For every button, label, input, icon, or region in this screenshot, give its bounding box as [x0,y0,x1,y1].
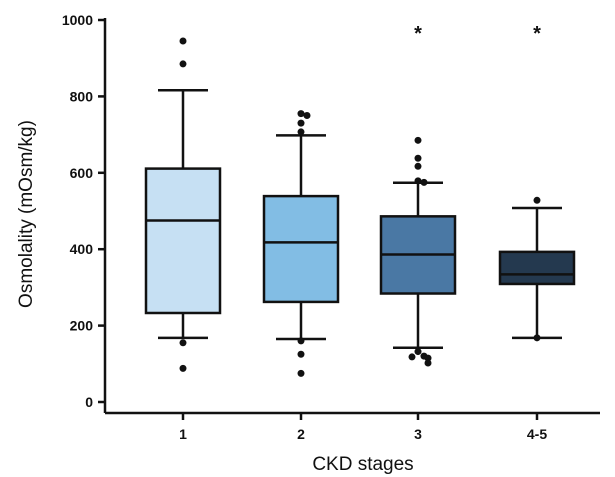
outlier-point [297,119,305,127]
outlier-point [303,112,311,119]
significance-marker: * [414,23,422,45]
y-tick-label: 0 [85,394,93,410]
box-group-4-5: * [498,23,576,342]
iqr-box [498,250,576,286]
outlier-point [297,369,305,377]
outlier-point [179,37,187,45]
y-tick-label: 400 [70,241,94,257]
significance-marker: * [533,23,541,45]
outlier-point [297,337,305,345]
outlier-point [424,359,432,367]
x-tick-label: 4-5 [527,426,547,442]
outlier-point [414,136,422,144]
x-tick-label: 3 [414,426,422,442]
outlier-point [420,178,428,186]
box-group-3: * [379,23,457,367]
y-axis: 0 200 400 600 800 1000 [62,12,107,413]
iqr-box [144,167,222,315]
iqr-box [262,194,340,304]
x-axis: 1 2 3 4-5 [105,411,600,442]
outlier-point [179,364,187,372]
x-tick-label: 1 [179,426,187,442]
box-group-2 [262,110,340,377]
box-group-1 [144,37,222,372]
outlier-point [297,350,305,358]
outlier-point [414,154,422,162]
x-tick-label: 2 [297,426,305,442]
outlier-point [414,177,422,185]
outlier-point [414,348,422,356]
y-tick-label: 600 [70,165,94,181]
outlier-point [408,353,416,361]
outlier-point [533,196,541,204]
outlier-point [297,128,305,136]
outlier-point [533,334,541,342]
y-tick-label: 200 [70,318,94,334]
y-tick-label: 800 [70,88,94,104]
y-axis-title: Osmolality (mOsm/kg) [16,120,37,308]
box-plot-series: * * [144,23,576,377]
outlier-point [179,339,187,347]
outlier-point [179,60,187,68]
outlier-point [414,162,422,170]
x-axis-title: CKD stages [312,454,413,475]
outlier-point [297,110,305,118]
y-tick-label: 1000 [62,12,93,28]
outlier-point [424,354,432,362]
